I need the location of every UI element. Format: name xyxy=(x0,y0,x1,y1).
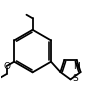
Text: S: S xyxy=(72,74,78,83)
Text: O: O xyxy=(3,62,10,71)
Text: N: N xyxy=(73,61,80,70)
